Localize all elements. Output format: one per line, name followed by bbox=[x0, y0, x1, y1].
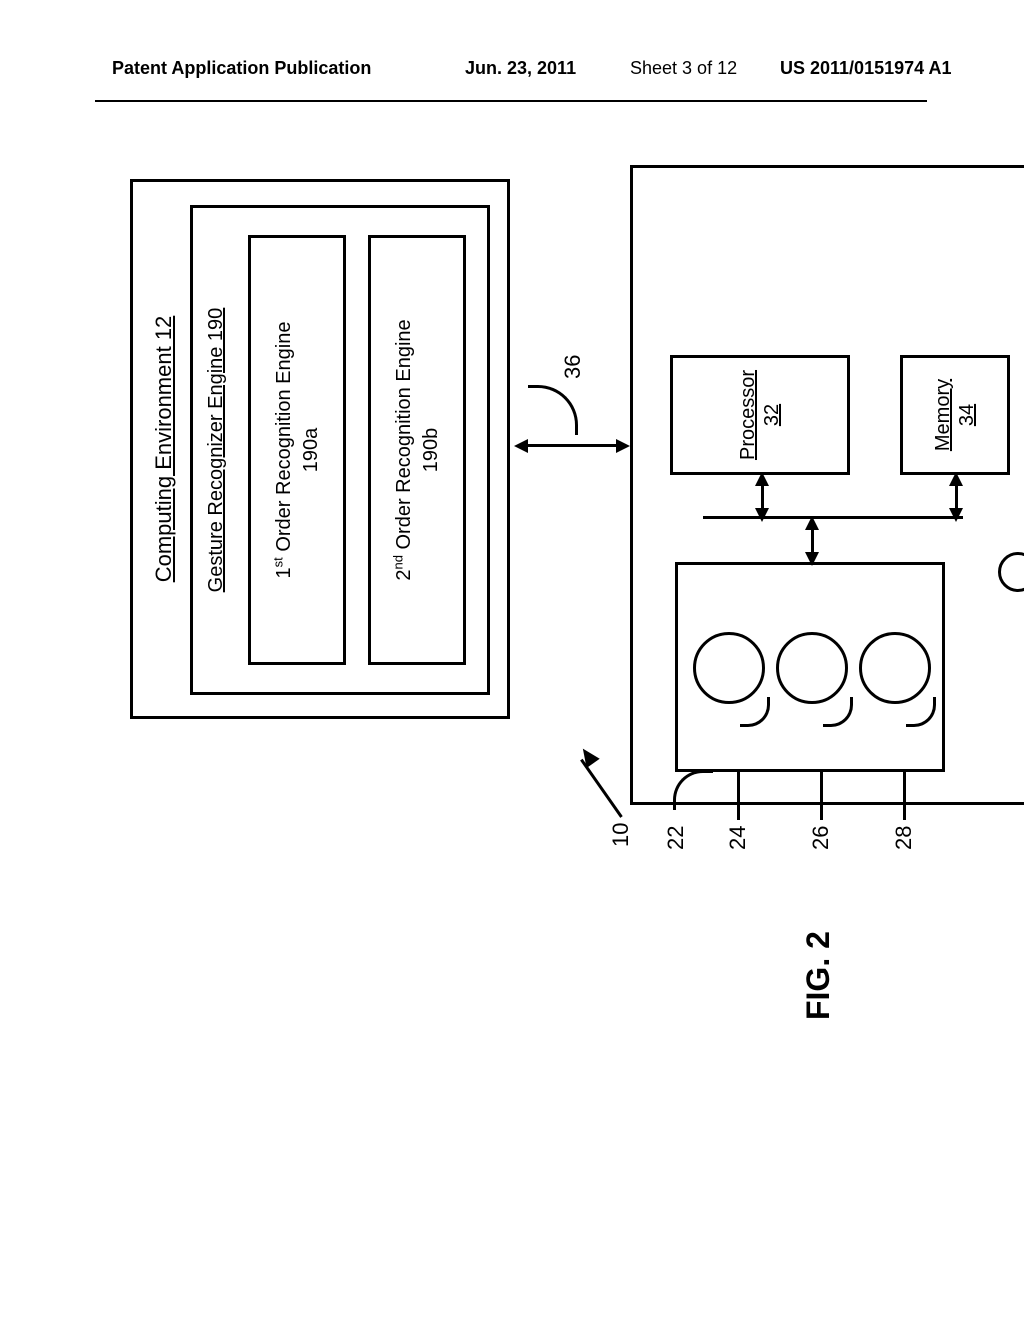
capture-device-box: 22 24 26 28 30 bbox=[630, 165, 1024, 805]
leader-22 bbox=[673, 770, 713, 810]
publication-number: US 2011/0151974 A1 bbox=[780, 58, 951, 79]
first-order-text: 1st Order Recognition Engine 190a bbox=[269, 238, 325, 662]
ref-26: 26 bbox=[808, 826, 834, 850]
bus-mem-arrow-l bbox=[949, 508, 963, 522]
camera-lens-1 bbox=[693, 632, 765, 704]
camera-lens-3 bbox=[859, 632, 931, 704]
publication-date: Jun. 23, 2011 bbox=[465, 58, 576, 79]
leader-26 bbox=[820, 772, 823, 820]
first-order-box: 1st Order Recognition Engine 190a bbox=[248, 235, 346, 665]
camera-stem-3 bbox=[906, 697, 936, 727]
second-order-box: 2nd Order Recognition Engine 190b bbox=[368, 235, 466, 665]
memory-label: Memory 34 bbox=[931, 379, 979, 451]
leader-36 bbox=[528, 385, 578, 435]
link-36 bbox=[524, 444, 616, 447]
ref-22: 22 bbox=[663, 826, 689, 850]
bus-h-arrow-l bbox=[805, 552, 819, 566]
leader-10-head bbox=[576, 744, 599, 768]
gesture-recognizer-title: Gesture Recognizer Engine 190 bbox=[205, 208, 228, 692]
ref-36: 36 bbox=[560, 355, 586, 379]
figure-caption: FIG. 2 bbox=[800, 931, 837, 1020]
leader-28 bbox=[903, 772, 906, 820]
sheet-number: Sheet 3 of 12 bbox=[630, 58, 737, 79]
memory-box: Memory 34 bbox=[900, 355, 1010, 475]
camera-stem-1 bbox=[740, 697, 770, 727]
publication-label: Patent Application Publication bbox=[112, 58, 371, 79]
camera-stem-2 bbox=[823, 697, 853, 727]
diagram-canvas: 10 22 24 26 28 30 bbox=[130, 165, 1024, 805]
link-36-arrow-d bbox=[616, 439, 630, 453]
camera-lens-2 bbox=[776, 632, 848, 704]
bus-proc-arrow-l bbox=[755, 508, 769, 522]
link-36-arrow-u bbox=[514, 439, 528, 453]
ref-28: 28 bbox=[891, 826, 917, 850]
bus-v bbox=[703, 516, 963, 519]
ref-10: 10 bbox=[608, 823, 634, 847]
processor-label: Processor 32 bbox=[736, 370, 784, 460]
camera-group bbox=[675, 562, 945, 772]
microphone-icon bbox=[998, 552, 1024, 592]
ref-24: 24 bbox=[725, 826, 751, 850]
computing-environment-title: Computing Environment 12 bbox=[151, 182, 177, 716]
leader-24 bbox=[737, 772, 740, 820]
second-order-text: 2nd Order Recognition Engine 190b bbox=[389, 238, 445, 662]
header-rule bbox=[95, 100, 927, 102]
processor-box: Processor 32 bbox=[670, 355, 850, 475]
